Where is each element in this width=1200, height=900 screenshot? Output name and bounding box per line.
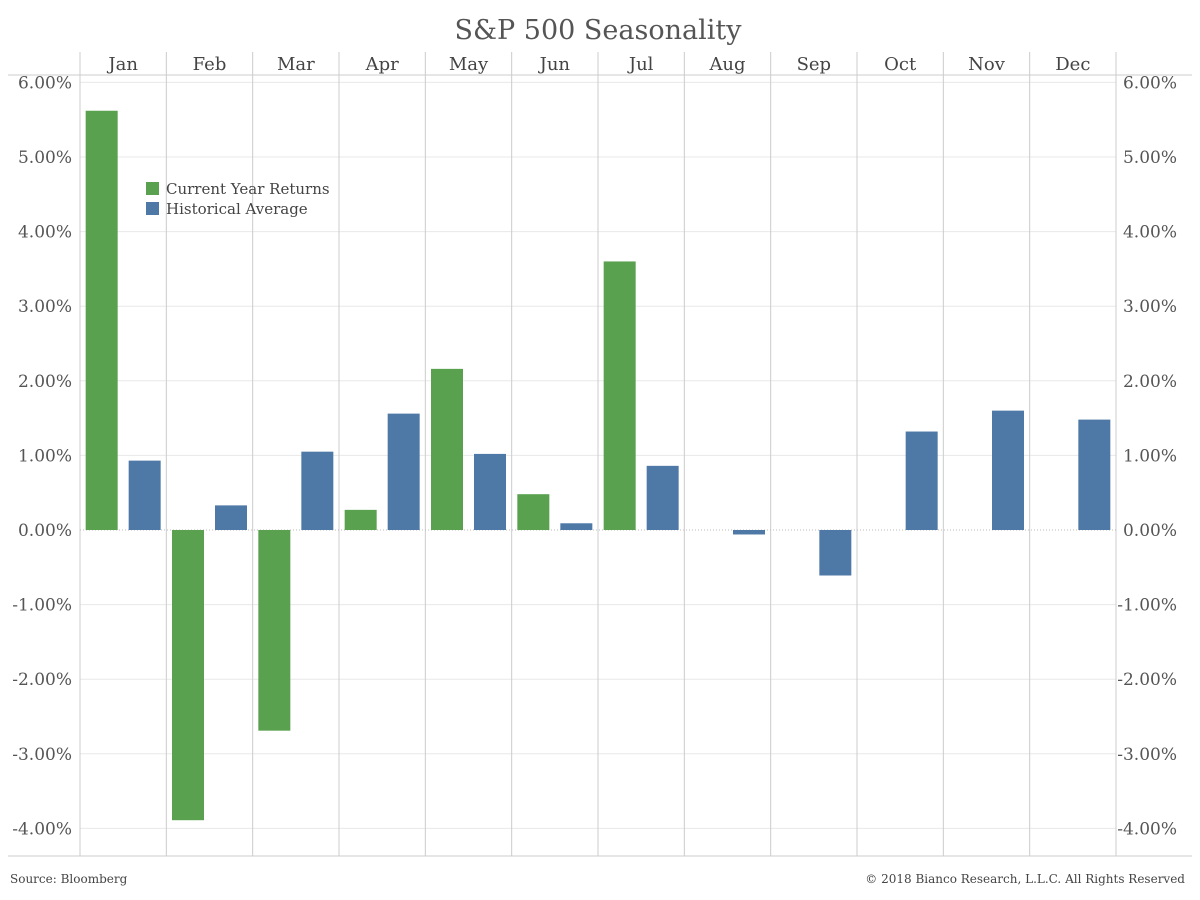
y-tick-label-left: -4.00% [12, 819, 72, 839]
y-tick-label-left: 6.00% [18, 73, 72, 93]
historical-average-bar [387, 413, 420, 530]
legend: Current Year Returns Historical Average [146, 180, 330, 218]
historical-average-bar [128, 460, 161, 530]
historical-average-bar [474, 453, 506, 530]
current-year-bar [431, 368, 463, 530]
current-year-bar [344, 509, 377, 530]
historical-average-bar [560, 523, 593, 530]
y-tick-label-left: 3.00% [18, 297, 72, 317]
current-year-bar [603, 261, 636, 530]
month-label: Aug [708, 54, 745, 75]
month-label: Sep [797, 54, 832, 75]
y-tick-label-right: 2.00% [1123, 372, 1177, 392]
current-year-bar [517, 494, 550, 530]
month-label: May [449, 54, 489, 75]
month-labels: Jan Feb Mar Apr May Jun Jul Aug Sep Oct Nov Dec [106, 54, 1090, 75]
historical-average-bar [301, 451, 334, 530]
month-label: Feb [193, 54, 227, 75]
month-label: Dec [1055, 54, 1090, 75]
historical-average-bar [646, 465, 679, 530]
month-label: Nov [968, 54, 1006, 75]
legend-label: Historical Average [166, 200, 308, 218]
current-year-bar [85, 110, 118, 531]
y-tick-label-right: 3.00% [1123, 297, 1177, 317]
y-tick-label-left: -1.00% [12, 596, 72, 616]
month-label: Jul [627, 54, 654, 75]
y-tick-label-left: 5.00% [18, 148, 72, 168]
y-ticks: 6.00% 6.00% 5.00% 5.00% 4.00% 4.00% 3.00% 3.00%… [12, 73, 1177, 839]
current-year-bar [258, 530, 291, 731]
y-tick-label-left: -3.00% [12, 745, 72, 765]
month-label: Jun [538, 54, 571, 75]
legend-swatch [146, 182, 159, 195]
historical-average-bar [819, 530, 852, 576]
y-tick-label-right: -3.00% [1117, 745, 1177, 765]
y-tick-label-right: -2.00% [1117, 670, 1177, 690]
y-tick-label-right: 5.00% [1123, 148, 1177, 168]
bars [85, 110, 1111, 821]
y-tick-label-right: 0.00% [1123, 521, 1177, 541]
chart-title: S&P 500 Seasonality [455, 15, 743, 46]
y-tick-label-right: 1.00% [1123, 446, 1177, 466]
y-tick-label-right: -4.00% [1117, 819, 1177, 839]
legend-label: Current Year Returns [166, 180, 330, 198]
month-label: Oct [884, 54, 917, 75]
y-tick-label-right: -1.00% [1117, 596, 1177, 616]
historical-average-bar [905, 431, 938, 530]
historical-average-bar [992, 410, 1024, 530]
y-tick-label-left: 2.00% [18, 372, 72, 392]
month-label: Mar [277, 54, 315, 75]
source-note: Source: Bloomberg [10, 872, 128, 886]
y-tick-label-left: 0.00% [18, 521, 72, 541]
y-tick-label-right: 4.00% [1123, 223, 1177, 243]
legend-swatch [146, 202, 159, 215]
y-tick-label-right: 6.00% [1123, 73, 1177, 93]
month-label: Jan [106, 54, 138, 75]
historical-average-bar [215, 505, 247, 530]
current-year-bar [172, 530, 204, 821]
historical-average-bar [733, 530, 765, 535]
historical-average-bar [1078, 419, 1111, 530]
y-tick-label-left: 4.00% [18, 223, 72, 243]
y-tick-label-left: -2.00% [12, 670, 72, 690]
y-tick-label-left: 1.00% [18, 446, 72, 466]
grid-layer [8, 52, 1192, 857]
copyright-note: © 2018 Bianco Research, L.L.C. All Right… [865, 872, 1185, 886]
month-label: Apr [365, 54, 400, 75]
